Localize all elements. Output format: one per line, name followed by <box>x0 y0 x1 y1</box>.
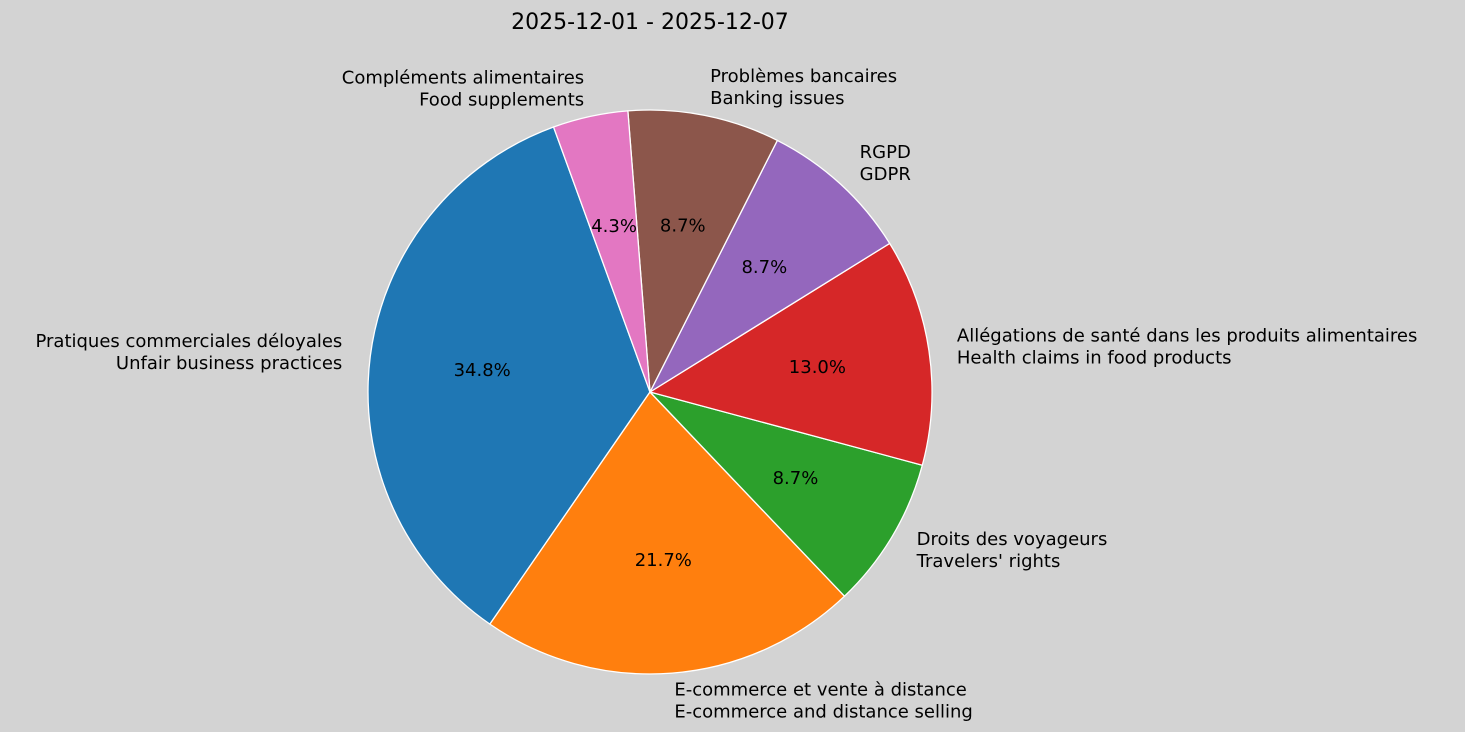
slice-category-label-line: Travelers' rights <box>916 551 1061 572</box>
pie-slice <box>552 110 651 393</box>
slice-percent-label: 13.0% <box>789 357 846 378</box>
chart-title: 2025-12-01 - 2025-12-07 <box>511 10 789 35</box>
pie-category-labels: Pratiques commerciales déloyales Unfair b… <box>35 66 1417 723</box>
slice-category-label: Compléments alimentaires Food supplements <box>342 67 584 110</box>
pie-slice <box>649 242 933 466</box>
pie-slice <box>627 109 779 393</box>
slice-category-label-line: Pratiques commerciales déloyales <box>35 331 342 352</box>
slice-category-label-line: Problèmes bancaires <box>710 66 897 87</box>
slice-category-label: Droits des voyageurs Travelers' rights <box>916 529 1108 572</box>
slice-category-label-line: Unfair business practices <box>116 353 342 374</box>
slice-category-label-line: E-commerce et vente à distance <box>674 680 966 701</box>
slice-category-label-line: Droits des voyageurs <box>917 529 1108 550</box>
slice-category-label-line: Allégations de santé dans les produits a… <box>957 325 1418 346</box>
slice-category-label: Problèmes bancaires Banking issues <box>710 66 897 109</box>
slice-category-label-line: Compléments alimentaires <box>342 67 584 88</box>
slice-category-label-line: RGPD <box>860 142 911 163</box>
slice-category-label-line: Health claims in food products <box>957 347 1232 368</box>
slice-percent-label: 4.3% <box>591 216 637 237</box>
pie-slice <box>649 139 891 393</box>
slice-category-label-line: Food supplements <box>419 89 584 110</box>
pie-slice <box>367 126 651 625</box>
slice-category-label: Allégations de santé dans les produits a… <box>957 325 1418 368</box>
slice-category-label-line: Banking issues <box>710 88 844 109</box>
slice-percent-label: 21.7% <box>635 550 692 571</box>
slice-percent-label: 34.8% <box>454 360 511 381</box>
pie-slice <box>649 391 923 597</box>
slice-percent-label: 8.7% <box>741 257 787 278</box>
slice-category-label: E-commerce et vente à distance E-commerce… <box>674 680 973 723</box>
slice-percent-label: 8.7% <box>773 468 819 489</box>
slice-category-label-line: E-commerce and distance selling <box>674 702 973 723</box>
slice-category-label: Pratiques commerciales déloyales Unfair b… <box>35 331 342 374</box>
pie-percent-labels: 34.8% 21.7% 8.7% 13.0% 8.7% 8.7% 4.3% <box>454 216 846 572</box>
slice-percent-label: 8.7% <box>660 216 706 237</box>
slice-category-label-line: GDPR <box>860 164 911 185</box>
slice-category-label: RGPD GDPR <box>860 142 911 185</box>
pie-slice <box>489 391 846 675</box>
pie-slices <box>367 109 933 675</box>
